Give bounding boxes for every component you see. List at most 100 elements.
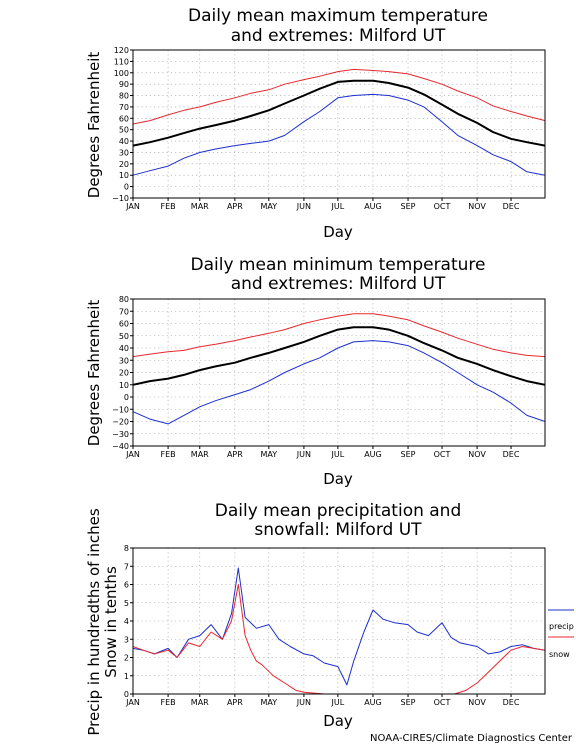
x-tick-label: JUN [296, 698, 311, 707]
x-tick-label: OCT [434, 450, 451, 459]
x-tick-label: NOV [468, 202, 486, 211]
x-tick-label: MAR [191, 450, 209, 459]
y-tick-label: 7 [124, 562, 129, 571]
y-tick-label: 1 [124, 672, 129, 681]
x-tick-label: FEB [161, 698, 176, 707]
chart-title-line-1: Daily mean minimum temperature [191, 255, 486, 275]
y-tick-label: 80 [119, 295, 129, 304]
series-line-mean [132, 79, 546, 147]
x-tick-label: NOV [468, 698, 486, 707]
y-tick-label: −10 [112, 194, 129, 203]
y-tick-label: 70 [119, 103, 129, 112]
series-line-snow [132, 584, 546, 695]
y-tick-label: 5 [124, 599, 129, 608]
chart-title-line-2: snowfall: Milford UT [254, 520, 422, 540]
x-tick-label: APR [227, 698, 243, 707]
plot-frame [132, 49, 546, 199]
chart-title-line-1: Daily mean maximum temperature [188, 6, 488, 26]
y-tick-label: 50 [119, 332, 129, 341]
legend: precip snow [548, 609, 574, 659]
x-axis-label: Day [323, 223, 353, 241]
y-tick-label: 60 [119, 320, 129, 329]
y-tick-label: 0 [124, 393, 129, 402]
y-tick-label: 10 [119, 171, 129, 180]
y-tick-label: 30 [119, 356, 129, 365]
x-tick-label: JUL [331, 698, 345, 707]
x-tick-label: JUL [331, 202, 345, 211]
x-tick-label: SEP [401, 450, 416, 459]
y-tick-label: 10 [119, 381, 129, 390]
x-tick-label: JAN [125, 202, 140, 211]
y-tick-label: −30 [112, 430, 129, 439]
y-tick-label: 110 [114, 57, 129, 66]
series-line-mean [132, 326, 546, 386]
x-tick-label: DEC [503, 450, 520, 459]
y-tick-label: 3 [124, 635, 129, 644]
max-temperature-chart: Daily mean maximum temperature and extre… [85, 6, 546, 241]
series-line-extreme-low [132, 93, 546, 176]
y-tick-label: 40 [119, 137, 129, 146]
x-tick-label: FEB [161, 450, 176, 459]
x-tick-label: SEP [401, 202, 416, 211]
x-tick-label: SEP [401, 698, 416, 707]
y-tick-label: 90 [119, 80, 129, 89]
y-tick-label: 50 [119, 126, 129, 135]
credit-text: NOAA-CIRES/Climate Diagnostics Center [370, 733, 573, 744]
series-line-extreme-high [132, 68, 546, 125]
x-tick-label: MAR [191, 698, 209, 707]
y-tick-label: 20 [119, 160, 129, 169]
legend-label-snow: snow [549, 650, 570, 659]
y-tick-label: 20 [119, 369, 129, 378]
y-tick-label: −10 [112, 405, 129, 414]
x-tick-label: JUL [331, 450, 345, 459]
y-tick-label: −20 [112, 418, 129, 427]
x-tick-label: FEB [161, 202, 176, 211]
y-tick-label: 4 [124, 617, 129, 626]
y-axis-label: Degrees Fahrenheit [85, 52, 103, 199]
x-tick-label: MAY [261, 450, 278, 459]
legend-label-precip: precip [549, 622, 574, 631]
x-tick-label: JUN [296, 202, 311, 211]
y-tick-label: 100 [114, 69, 129, 78]
x-axis-label: Day [323, 712, 353, 730]
y-tick-label: −40 [112, 442, 129, 451]
y-tick-label: 120 [114, 46, 129, 55]
y-tick-label: 8 [124, 544, 129, 553]
y-tick-label: 80 [119, 92, 129, 101]
x-tick-label: MAY [261, 698, 278, 707]
y-tick-label: 6 [124, 581, 129, 590]
x-tick-label: OCT [434, 698, 451, 707]
x-tick-label: JAN [125, 450, 140, 459]
series-line-extreme-high [132, 313, 546, 358]
y-tick-label: 2 [124, 654, 129, 663]
y-axis-label-line-1: Precip in hundredths of inches [85, 508, 103, 735]
y-tick-label: 0 [124, 690, 129, 699]
x-tick-label: JUN [296, 450, 311, 459]
x-tick-label: DEC [503, 698, 520, 707]
x-tick-label: AUG [364, 202, 382, 211]
x-tick-label: NOV [468, 450, 486, 459]
x-tick-label: OCT [434, 202, 451, 211]
y-tick-label: 70 [119, 307, 129, 316]
chart-title-line-2: and extremes: Milford UT [231, 274, 446, 294]
y-tick-label: 30 [119, 148, 129, 157]
y-axis-label-line-2: Snow in tenths [102, 566, 120, 678]
series-line-extreme-low [132, 340, 546, 425]
x-tick-label: MAY [261, 202, 278, 211]
x-tick-label: APR [227, 450, 243, 459]
min-temperature-chart: Daily mean minimum temperature and extre… [85, 255, 546, 488]
chart-title-line-1: Daily mean precipitation and [215, 501, 462, 521]
x-tick-label: JAN [125, 698, 140, 707]
x-tick-label: AUG [364, 450, 382, 459]
x-tick-label: APR [227, 202, 243, 211]
y-tick-label: 60 [119, 114, 129, 123]
y-axis-label: Degrees Fahrenheit [85, 300, 103, 447]
precipitation-chart: Daily mean precipitation and snowfall: M… [85, 501, 574, 736]
chart-title-line-2: and extremes: Milford UT [231, 26, 446, 46]
x-tick-label: DEC [503, 202, 520, 211]
y-tick-label: 0 [124, 183, 129, 192]
x-tick-label: MAR [191, 202, 209, 211]
x-axis-label: Day [323, 470, 353, 488]
series-line-precip [132, 567, 546, 686]
